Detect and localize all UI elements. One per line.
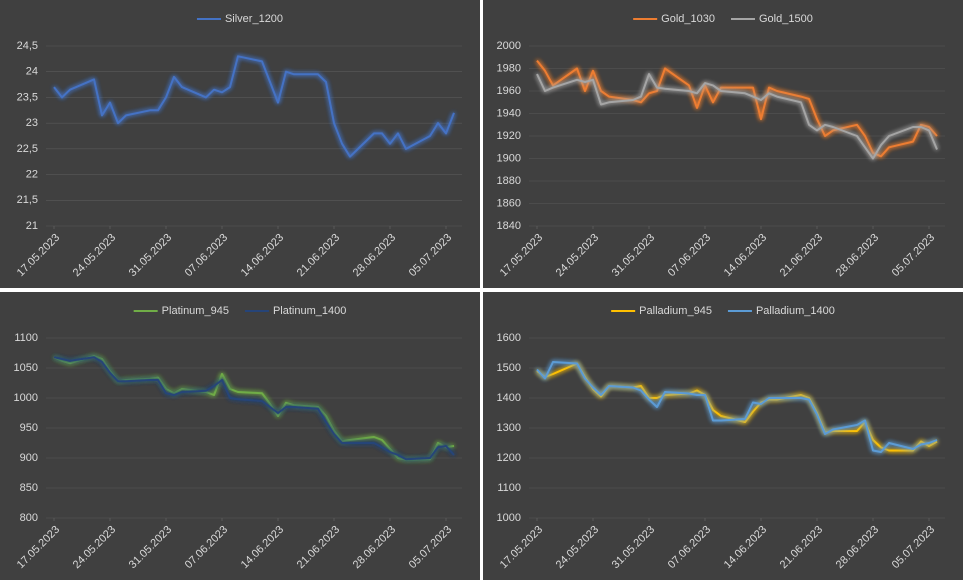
- y-tick-label: 1200: [497, 452, 521, 464]
- series-line: [536, 362, 938, 452]
- series-line: [53, 55, 455, 158]
- chart-panel: 18401860188019001920194019601980200017.0…: [483, 0, 963, 288]
- legend-label: Platinum_945: [162, 305, 229, 317]
- panel-background: [483, 292, 963, 580]
- y-tick-label: 24: [26, 66, 38, 78]
- legend-label: Gold_1030: [661, 13, 715, 25]
- y-tick-label: 1100: [497, 482, 521, 494]
- y-tick-label: 21,5: [17, 194, 38, 206]
- y-tick-label: 1050: [14, 362, 38, 374]
- series-line: [536, 59, 938, 158]
- legend: Palladium_945 Palladium_1400: [611, 305, 835, 317]
- y-tick-label: 22,5: [17, 143, 38, 155]
- panel-background: [483, 0, 963, 288]
- panel-background: [0, 0, 480, 288]
- y-tick-label: 850: [20, 482, 38, 494]
- y-tick-label: 900: [20, 452, 38, 464]
- series-line: [536, 361, 938, 453]
- legend-label: Platinum_1400: [273, 305, 346, 317]
- y-tick-label: 950: [20, 422, 38, 434]
- y-tick-label: 23,5: [17, 91, 38, 103]
- y-tick-label: 1920: [497, 130, 521, 142]
- legend: Platinum_945 Platinum_1400: [133, 305, 346, 317]
- y-tick-label: 1960: [497, 85, 521, 97]
- y-tick-label: 1860: [497, 197, 521, 209]
- y-tick-label: 1600: [497, 332, 521, 344]
- legend: Silver_1200: [196, 13, 283, 25]
- legend-label: Silver_1200: [225, 13, 283, 25]
- y-tick-label: 1100: [14, 332, 38, 344]
- y-tick-label: 1000: [14, 392, 38, 404]
- y-tick-label: 1900: [497, 152, 521, 164]
- y-tick-label: 23: [26, 117, 38, 129]
- y-tick-label: 1840: [497, 220, 521, 232]
- y-tick-label: 1000: [497, 512, 521, 524]
- legend-label: Palladium_1400: [756, 305, 835, 317]
- y-tick-label: 24,5: [17, 40, 38, 52]
- y-tick-label: 21: [26, 220, 38, 232]
- panel-background: [0, 292, 480, 580]
- y-tick-label: 1300: [497, 422, 521, 434]
- y-tick-label: 1500: [497, 362, 521, 374]
- legend: Gold_1030 Gold_1500: [633, 13, 813, 25]
- y-tick-label: 1980: [497, 62, 521, 74]
- legend-label: Gold_1500: [759, 13, 813, 25]
- y-tick-label: 1880: [497, 175, 521, 187]
- y-tick-label: 1400: [497, 392, 521, 404]
- legend-label: Palladium_945: [639, 305, 712, 317]
- series-line: [53, 356, 455, 461]
- y-tick-label: 2000: [497, 40, 521, 52]
- y-tick-label: 1940: [497, 107, 521, 119]
- y-tick-label: 800: [20, 512, 38, 524]
- y-tick-label: 22: [26, 168, 38, 180]
- series-line: [536, 73, 938, 160]
